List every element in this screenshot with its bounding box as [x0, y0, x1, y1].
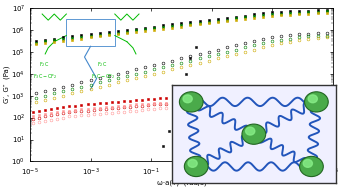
- Circle shape: [188, 160, 197, 167]
- Text: $\mathsf{F_3C-CF_2}$: $\mathsf{F_3C-CF_2}$: [33, 73, 58, 81]
- Circle shape: [179, 92, 203, 112]
- Circle shape: [246, 127, 255, 135]
- X-axis label: ω·a(T)  (rad/s): ω·a(T) (rad/s): [156, 179, 206, 186]
- Circle shape: [184, 156, 208, 177]
- Y-axis label: G′, G″  (Pa): G′, G″ (Pa): [3, 66, 10, 103]
- Circle shape: [183, 95, 192, 103]
- Bar: [66, 19, 115, 46]
- Text: $\mathsf{F_3C-CF_2}$: $\mathsf{F_3C-CF_2}$: [91, 73, 115, 81]
- Circle shape: [242, 124, 266, 144]
- Circle shape: [303, 160, 312, 167]
- Text: $\mathsf{F_2C}$: $\mathsf{F_2C}$: [39, 60, 49, 69]
- Circle shape: [308, 95, 317, 103]
- Circle shape: [299, 156, 323, 177]
- Circle shape: [305, 92, 328, 112]
- Text: $\mathsf{F_2C}$: $\mathsf{F_2C}$: [97, 60, 107, 69]
